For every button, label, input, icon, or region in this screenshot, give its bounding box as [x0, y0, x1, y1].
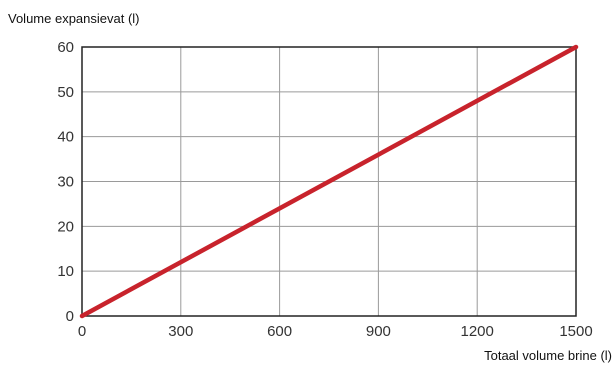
- x-tick-label: 900: [366, 323, 391, 340]
- x-tick-label: 1200: [461, 323, 494, 340]
- series-layer: [79, 44, 579, 319]
- y-tick-label: 40: [57, 129, 74, 146]
- y-tick-labels: 0 10 20 30 40 50 60: [57, 39, 74, 325]
- y-tick-label: 10: [57, 263, 74, 280]
- y-tick-label: 50: [57, 84, 74, 101]
- y-tick-label: 60: [57, 39, 74, 56]
- x-tick-label: 600: [267, 323, 292, 340]
- x-tick-label: 300: [168, 323, 193, 340]
- y-tick-label: 20: [57, 218, 74, 235]
- plot-frame: [81, 46, 577, 317]
- x-tick-label: 0: [78, 323, 86, 340]
- series-line-0: [79, 44, 579, 319]
- y-tick-label: 30: [57, 174, 74, 191]
- y-axis-label: Volume expansievat (l): [8, 11, 140, 26]
- x-axis-label: Totaal volume brine (l): [484, 348, 612, 363]
- x-tick-label: 1500: [559, 323, 592, 340]
- x-tick-labels: 0 300 600 900 1200 1500: [78, 323, 593, 340]
- y-tick-label: 0: [66, 308, 74, 325]
